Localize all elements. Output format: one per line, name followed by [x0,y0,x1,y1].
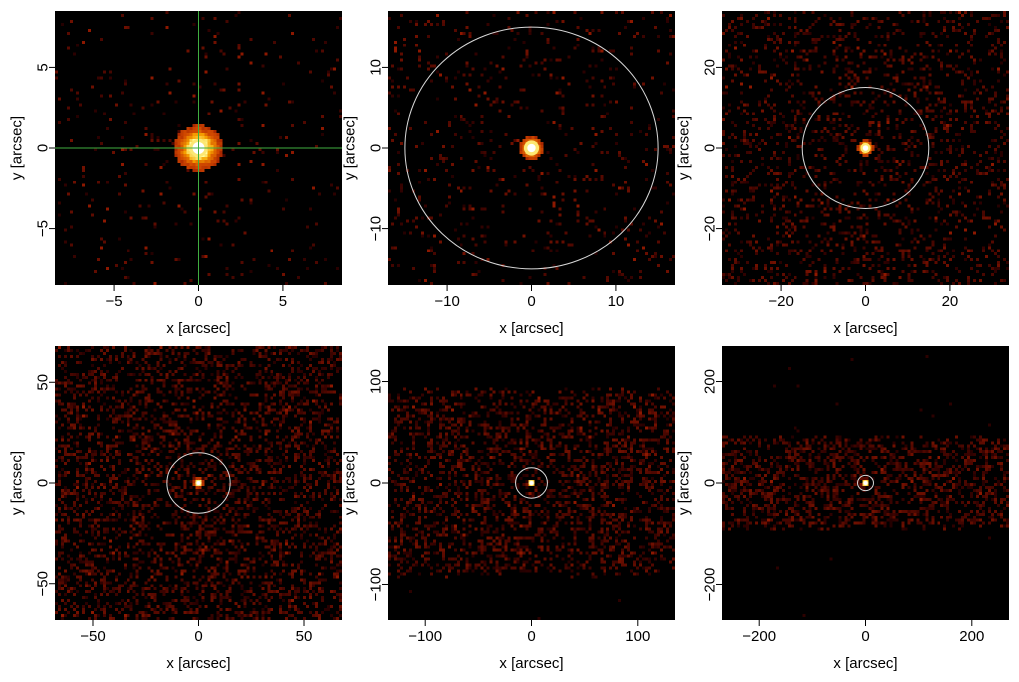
y-tick-label: 0 [702,479,719,487]
y-tick-label: −5 [35,220,52,237]
x-tick-label: 0 [527,293,535,310]
y-axis-label: y [arcsec] [676,451,693,515]
aperture-circle [801,87,930,209]
y-tick-label: 10 [368,59,385,76]
source-core [196,481,201,485]
panel-3: −20 0 20 −20 0 20 x [arcsec] y [arcsec] [676,11,1009,337]
x-tick-label: 0 [861,293,869,310]
aperture-circle [857,474,874,492]
x-axis-label: x [arcsec] [833,655,897,672]
source-core [527,143,536,153]
source-core [862,145,869,151]
y-tick-label: 200 [702,369,719,394]
panel-4: −50 0 50 −50 0 50 x [arcsec] y [arcsec] [9,346,342,672]
y-tick-label: 100 [368,369,385,394]
aperture-circle [404,26,659,270]
y-axis-label: y [arcsec] [676,116,693,180]
y-tick-label: 50 [35,374,52,391]
x-tick-label: 0 [194,628,202,645]
aperture-circle [515,467,548,499]
x-tick-label: 50 [296,628,313,645]
y-tick-label: −50 [35,571,52,596]
x-axis-label: x [arcsec] [166,655,230,672]
y-tick-label: −20 [702,216,719,241]
panel-5: −100 0 100 −100 0 100 x [arcsec] y [arcsec] [342,346,675,672]
y-tick-label: 0 [35,479,52,487]
source-core [529,481,534,485]
y-axis-label: y [arcsec] [9,116,26,180]
x-axis-label: x [arcsec] [833,320,897,337]
y-tick-label: 0 [368,479,385,487]
y-tick-label: 20 [702,59,719,76]
x-axis-label: x [arcsec] [499,320,563,337]
panel-2: −10 0 10 −10 0 10 x [arcsec] y [arcsec] [342,11,675,337]
source-core [863,481,868,485]
panel-6: −200 0 200 −200 0 200 x [arcsec] y [arcsec] [676,346,1009,672]
x-tick-label: −200 [742,628,776,645]
x-tick-label: −10 [434,293,459,310]
x-tick-label: 200 [959,628,984,645]
y-tick-label: −10 [368,216,385,241]
x-axis-label: x [arcsec] [166,320,230,337]
x-axis-label: x [arcsec] [499,655,563,672]
y-axis-label: y [arcsec] [342,451,359,515]
x-tick-label: −100 [408,628,442,645]
y-tick-label: 0 [702,144,719,152]
y-tick-label: 0 [35,144,52,152]
y-tick-label: 5 [35,63,52,71]
x-tick-label: 5 [279,293,287,310]
y-tick-label: 0 [368,144,385,152]
x-tick-label: 0 [194,293,202,310]
y-axis-label: y [arcsec] [342,116,359,180]
x-tick-label: −20 [768,293,793,310]
y-tick-label: −200 [702,568,719,602]
x-tick-label: −50 [80,628,105,645]
y-tick-label: −100 [368,568,385,602]
y-axis-label: y [arcsec] [9,451,26,515]
x-tick-label: 100 [625,628,650,645]
x-tick-label: −5 [106,293,123,310]
x-tick-label: 0 [861,628,869,645]
aperture-circle [166,452,231,514]
panel-1: −5 0 5 −5 0 5 x [arcsec] y [arcsec] [9,11,342,337]
x-tick-label: 20 [942,293,959,310]
x-tick-label: 0 [527,628,535,645]
x-tick-label: 10 [608,293,625,310]
